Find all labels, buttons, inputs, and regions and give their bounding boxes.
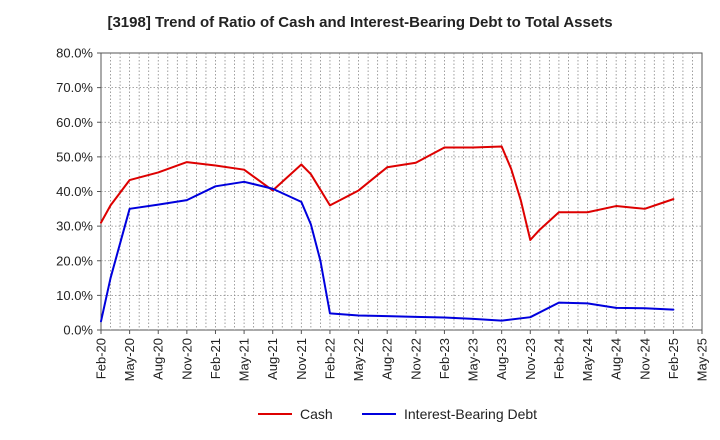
y-tick-label: 0.0% [63, 323, 93, 338]
x-tick-label: Aug-22 [380, 338, 395, 380]
y-tick-label: 70.0% [56, 80, 93, 95]
x-tick-label: Feb-21 [208, 338, 223, 379]
x-tick-label: Aug-23 [494, 338, 509, 380]
x-tick-label: Nov-20 [179, 338, 194, 380]
y-tick-label: 10.0% [56, 288, 93, 303]
y-tick-label: 30.0% [56, 219, 93, 234]
x-tick-label: May-24 [580, 338, 595, 381]
legend-label-cash: Cash [300, 406, 333, 422]
x-tick-label: Feb-22 [322, 338, 337, 379]
y-tick-label: 40.0% [56, 184, 93, 199]
series-line-cash [100, 145, 675, 241]
chart-title: [3198] Trend of Ratio of Cash and Intere… [107, 14, 613, 31]
legend-label-interest-bearing-debt: Interest-Bearing Debt [404, 406, 537, 422]
x-tick-label: Aug-24 [609, 338, 624, 380]
x-tick-label: Feb-25 [666, 338, 681, 379]
plot-frame [100, 52, 703, 331]
x-tick-label: May-20 [122, 338, 137, 381]
x-tick-label: Nov-24 [637, 338, 652, 380]
x-tick-label: May-25 [695, 338, 710, 381]
x-tick-label: Nov-21 [294, 338, 309, 380]
x-tick-label: May-21 [237, 338, 252, 381]
x-tick-label: Nov-22 [408, 338, 423, 380]
x-tick-label: Feb-23 [437, 338, 452, 379]
x-tick-label: Aug-21 [265, 338, 280, 380]
x-tick-label: May-22 [351, 338, 366, 381]
x-tick-label: May-23 [466, 338, 481, 381]
x-tick-label: Aug-20 [151, 338, 166, 380]
x-tick-label: Nov-23 [523, 338, 538, 380]
y-tick-label: 50.0% [56, 149, 93, 164]
x-tick-label: Feb-24 [551, 338, 566, 379]
y-tick-label: 20.0% [56, 253, 93, 268]
y-tick-label: 60.0% [56, 115, 93, 130]
y-tick-label: 80.0% [56, 46, 93, 61]
x-tick-label: Feb-20 [94, 338, 109, 379]
series-line-interest-bearing-debt [100, 180, 675, 323]
